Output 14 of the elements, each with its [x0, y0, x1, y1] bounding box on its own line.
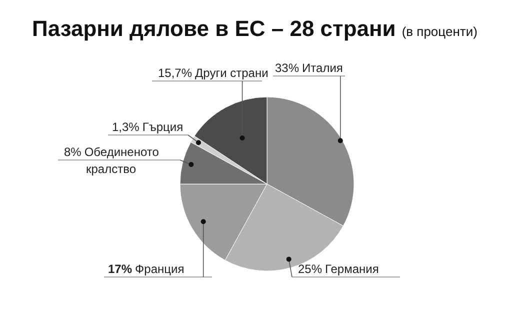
data-label: 8%	[64, 145, 82, 159]
text: (в проценти)	[402, 24, 478, 39]
data-label: 15,7%	[158, 66, 192, 80]
chart-title: Пазарни дялове в ЕС – 28 страни	[32, 16, 396, 41]
slice-label: Германия	[325, 262, 379, 276]
slice-label: Франция	[135, 262, 184, 276]
slice-label: Италия	[302, 61, 343, 75]
slice-label: Други страни	[195, 66, 268, 80]
data-label: 1,3%	[112, 120, 140, 134]
slice-label: Гърция	[142, 120, 184, 134]
data-label: 25%	[298, 262, 322, 276]
data-label: 17%	[108, 262, 132, 276]
slice-label: Обединеното кралство	[84, 145, 160, 176]
data-label: 33%	[275, 61, 300, 75]
